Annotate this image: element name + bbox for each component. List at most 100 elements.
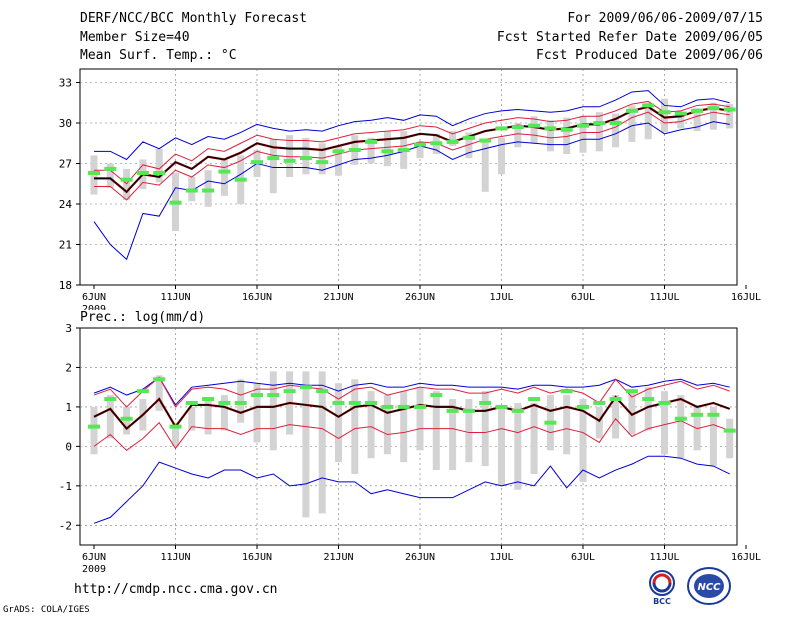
- x-tick-label: 11JUL: [649, 292, 679, 303]
- ensemble-range-bar: [709, 406, 717, 467]
- ensemble-range-bar: [644, 102, 652, 140]
- ensemble-range-bar: [367, 137, 375, 164]
- y-tick-label: 24: [59, 198, 73, 211]
- y-tick-label: 2: [65, 361, 72, 374]
- ensemble-range-bar: [498, 137, 505, 175]
- observation-marker: [430, 393, 443, 398]
- x-tick-label: 16JUL: [731, 552, 761, 563]
- precip-variable-label: Prec.: log(mm/d): [80, 310, 206, 326]
- observation-marker: [691, 108, 704, 113]
- ensemble-range-bar: [318, 143, 326, 175]
- member-size-label: Member Size=40: [80, 30, 190, 45]
- ensemble-range-bar: [677, 395, 685, 459]
- x-tick-label: 6JUN: [82, 292, 106, 303]
- ensemble-range-bar: [726, 104, 734, 129]
- produced-date: Fcst Produced Date 2009/06/06: [536, 48, 763, 63]
- ensemble-range-bar: [172, 422, 179, 447]
- ensemble-range-bar: [351, 379, 359, 474]
- bcc-logo-text: BCC: [653, 597, 671, 606]
- observation-marker: [414, 142, 426, 147]
- ensemble-mean-line: [93, 396, 730, 430]
- ensemble-range-bar: [383, 131, 391, 167]
- ensemble-min-line: [93, 121, 730, 261]
- lower-spread-line: [93, 417, 730, 451]
- observation-marker: [723, 428, 736, 433]
- ensemble-range-bar: [367, 391, 375, 459]
- ensemble-range-bar: [106, 163, 114, 188]
- ensemble-range-bar: [90, 406, 98, 455]
- y-tick-label: 27: [59, 158, 72, 171]
- x-tick-label: 6JUL: [571, 552, 595, 563]
- observation-marker: [136, 389, 149, 394]
- observation-marker: [299, 156, 312, 161]
- ensemble-range-bar: [677, 112, 685, 129]
- observation-marker: [348, 400, 361, 405]
- ensemble-range-bar: [481, 391, 489, 467]
- observation-marker: [495, 404, 508, 409]
- observation-marker: [479, 400, 492, 405]
- observation-marker: [430, 141, 443, 146]
- observation-marker: [446, 408, 459, 413]
- observation-marker: [544, 420, 557, 425]
- observation-marker: [218, 169, 231, 174]
- y-tick-label: 18: [59, 279, 72, 292]
- ensemble-range-bar: [335, 383, 342, 463]
- observation-marker: [332, 400, 345, 405]
- ensemble-range-bar: [90, 155, 98, 195]
- x-tick-label: 16JUN: [242, 292, 272, 303]
- variable-label: Mean Surf. Temp.: °C: [80, 48, 237, 63]
- ensemble-range-bar: [106, 395, 114, 439]
- ensemble-range-bar: [220, 159, 228, 196]
- ensemble-range-bar: [123, 168, 131, 200]
- ensemble-range-bar: [204, 170, 212, 207]
- ensemble-range-bar: [220, 395, 228, 431]
- observation-marker: [381, 404, 394, 409]
- observation-marker: [658, 110, 671, 115]
- upper-spread-line: [94, 100, 730, 185]
- observation-marker: [218, 400, 231, 405]
- observation-marker: [316, 160, 329, 165]
- x-year-label: 2009: [82, 564, 106, 575]
- observation-marker: [283, 158, 296, 163]
- ensemble-range-bar: [253, 383, 261, 443]
- observation-marker: [560, 389, 573, 394]
- ensemble-range-bar: [644, 387, 652, 431]
- ensemble-range-bar: [432, 391, 440, 471]
- x-tick-label: 16JUN: [242, 552, 272, 563]
- observation-marker: [625, 389, 638, 394]
- observation-marker: [462, 135, 475, 140]
- ensemble-range-bar: [530, 116, 538, 144]
- observation-marker: [593, 121, 606, 125]
- observation-marker: [707, 412, 720, 417]
- y-tick-label: -2: [59, 519, 72, 532]
- y-tick-label: 0: [65, 440, 72, 453]
- x-tick-label: 11JUN: [160, 292, 190, 303]
- observation-marker: [609, 121, 622, 125]
- ensemble-range-bar: [449, 399, 457, 471]
- observation-marker: [691, 412, 704, 417]
- ensemble-range-bar: [595, 406, 603, 439]
- x-tick-label: 21JUN: [323, 552, 353, 563]
- ensemble-range-bar: [628, 391, 636, 435]
- ensemble-min-line: [93, 455, 730, 524]
- upper-spread-line: [93, 376, 730, 408]
- observation-marker: [120, 416, 133, 421]
- observation-marker: [267, 156, 280, 161]
- ensemble-range-bar: [416, 387, 424, 451]
- ensemble-range-bar: [465, 132, 473, 159]
- observation-marker: [136, 170, 149, 175]
- ensemble-range-bar: [449, 131, 457, 146]
- observation-marker: [495, 126, 508, 131]
- y-tick-label: -1: [59, 480, 72, 493]
- x-year-label: 2009: [82, 304, 106, 315]
- ensemble-range-bar: [563, 117, 571, 155]
- ensemble-range-bar: [661, 98, 668, 133]
- x-tick-label: 26JUN: [405, 552, 435, 563]
- ensemble-range-bar: [269, 139, 277, 194]
- ensemble-max-line: [94, 90, 730, 161]
- ensemble-range-bar: [661, 391, 668, 455]
- source-url[interactable]: http://cmdp.ncc.cma.gov.cn: [74, 582, 278, 597]
- ensemble-range-bar: [709, 102, 717, 130]
- observation-marker: [153, 377, 166, 382]
